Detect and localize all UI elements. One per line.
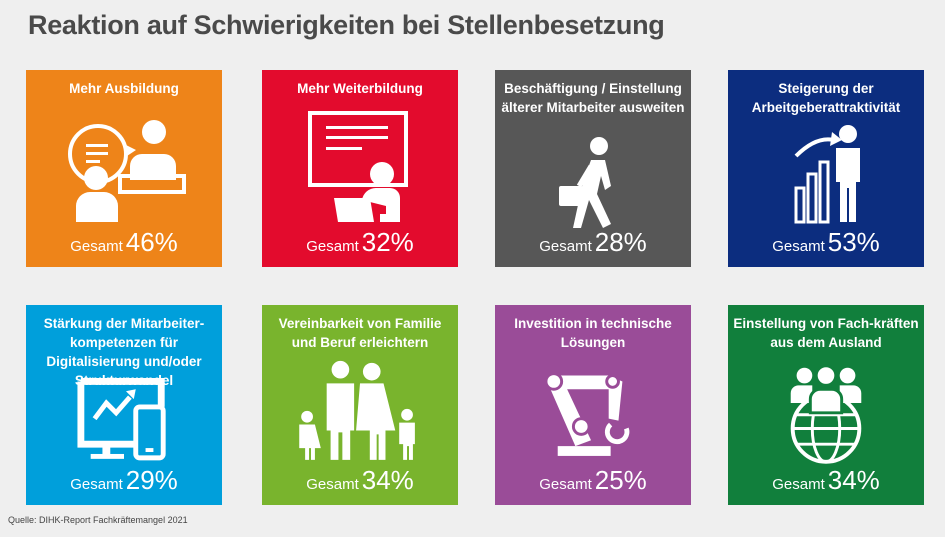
tile-arbeitgeberattraktivitaet: Steigerung der Arbeitgeberattraktivität … <box>728 70 924 267</box>
tile-total: Gesamt 34% <box>728 465 924 496</box>
tile-label: Mehr Ausbildung <box>69 81 179 96</box>
tile-value: 25% <box>594 465 647 495</box>
tile-total: Gesamt 25% <box>495 465 691 496</box>
family-icon <box>299 360 415 460</box>
tile-digitalisierung: Stärkung der Mitarbeiter-kompetenzen für… <box>26 305 222 505</box>
tile-total: Gesamt 32% <box>262 227 458 258</box>
tile-total: Gesamt 46% <box>26 227 222 258</box>
tile-value: 32% <box>361 227 414 257</box>
page-title: Reaktion auf Schwierigkeiten bei Stellen… <box>28 10 665 40</box>
monitor-phone-icon <box>77 378 166 461</box>
tile-mehr-weiterbildung: Mehr Weiterbildung Gesamt 32% <box>262 70 458 267</box>
globe-people-icon <box>790 364 862 464</box>
source-note: Quelle: DIHK-Report Fachkräftemangel 202… <box>8 515 188 525</box>
total-label: Gesamt <box>70 238 123 255</box>
tile-total: Gesamt 53% <box>728 227 924 258</box>
tile-label: Investition in technische Lösungen <box>514 316 672 350</box>
training-conversation-icon <box>68 120 186 222</box>
tile-label: Einstellung von Fach-kräften aus dem Aus… <box>733 316 919 350</box>
growth-chart-person-icon <box>794 125 860 224</box>
tile-value: 34% <box>361 465 414 495</box>
tile-value: 34% <box>827 465 880 495</box>
tile-mehr-ausbildung: Mehr Ausbildung Gesamt 46% <box>26 70 222 267</box>
tile-value: 46% <box>125 227 178 257</box>
robot-arm-icon <box>544 372 630 456</box>
tile-label: Steigerung der Arbeitgeberattraktivität <box>751 81 901 115</box>
tile-total: Gesamt 28% <box>495 227 691 258</box>
tile-aeltere-mitarbeiter: Beschäftigung / Einstellung älterer Mita… <box>495 70 691 267</box>
tile-technische-loesungen: Investition in technische Lösungen Gesam… <box>495 305 691 505</box>
tile-value: 53% <box>827 227 880 257</box>
tile-familie-beruf: Vereinbarkeit von Familie und Beruf erle… <box>262 305 458 505</box>
tile-value: 29% <box>125 465 178 495</box>
total-label: Gesamt <box>306 238 359 255</box>
tile-label: Mehr Weiterbildung <box>297 81 423 96</box>
tile-label: Vereinbarkeit von Familie und Beruf erle… <box>278 316 442 350</box>
total-label: Gesamt <box>70 476 123 493</box>
presentation-board-icon <box>308 111 408 222</box>
total-label: Gesamt <box>772 476 825 493</box>
total-label: Gesamt <box>539 238 592 255</box>
total-label: Gesamt <box>539 476 592 493</box>
walking-person-briefcase-icon <box>559 137 611 228</box>
tile-value: 28% <box>594 227 647 257</box>
total-label: Gesamt <box>306 476 359 493</box>
tile-fachkraefte-ausland: Einstellung von Fach-kräften aus dem Aus… <box>728 305 924 505</box>
total-label: Gesamt <box>772 238 825 255</box>
tile-total: Gesamt 34% <box>262 465 458 496</box>
tile-total: Gesamt 29% <box>26 465 222 496</box>
tile-label: Beschäftigung / Einstellung älterer Mita… <box>501 81 685 115</box>
